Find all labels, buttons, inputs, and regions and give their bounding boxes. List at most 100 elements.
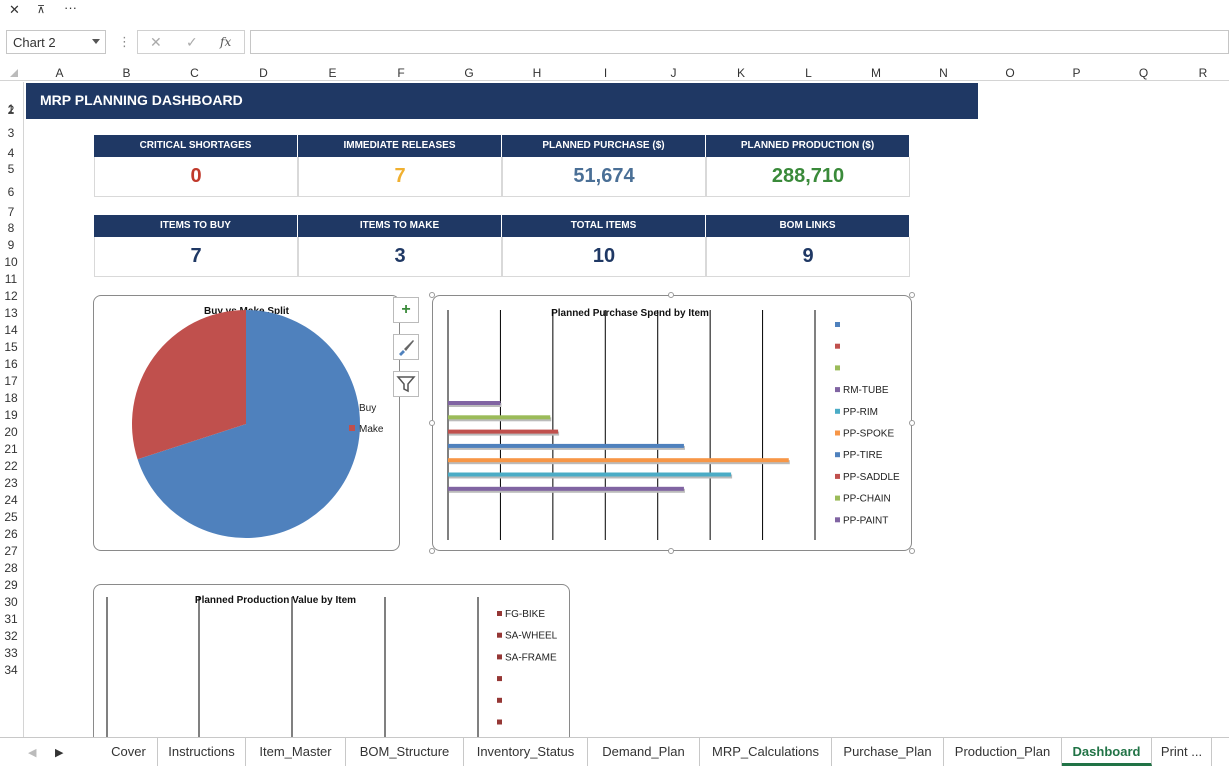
resize-handle[interactable]: [668, 292, 674, 298]
sheet-tab[interactable]: MRP_Calculations: [700, 738, 832, 766]
row-header[interactable]: 4: [7, 146, 15, 160]
column-header[interactable]: B: [122, 66, 131, 80]
row-header[interactable]: 22: [4, 459, 18, 473]
bar-chart-purchase-spend[interactable]: Planned Purchase Spend by Item RM-TUBE PP…: [432, 295, 912, 551]
row-header[interactable]: 13: [4, 306, 18, 320]
sheet-tab[interactable]: Dashboard: [1062, 738, 1152, 766]
brush-icon[interactable]: [393, 334, 419, 360]
column-header[interactable]: K: [736, 66, 745, 80]
row-header[interactable]: 20: [4, 425, 18, 439]
row-header[interactable]: 5: [7, 162, 15, 176]
sheet-tab[interactable]: Inventory_Status: [464, 738, 588, 766]
kpi-label: TOTAL ITEMS: [502, 215, 706, 237]
column-header[interactable]: A: [55, 66, 64, 80]
row-header[interactable]: 18: [4, 391, 18, 405]
row-header[interactable]: 17: [4, 374, 18, 388]
row-header[interactable]: 11: [4, 272, 18, 286]
next-sheet-icon[interactable]: ▶: [55, 747, 64, 759]
formula-input[interactable]: [250, 30, 1229, 54]
sheet-tab[interactable]: Print ...: [1152, 738, 1212, 766]
bar[interactable]: [448, 415, 551, 420]
column-header[interactable]: N: [939, 66, 948, 80]
bar[interactable]: [448, 401, 501, 405]
row-header[interactable]: 9: [7, 238, 15, 252]
column-header[interactable]: O: [1005, 66, 1015, 80]
select-all-icon[interactable]: [10, 69, 18, 77]
row-header[interactable]: 8: [7, 221, 15, 235]
sheet-tab[interactable]: Demand_Plan: [588, 738, 700, 766]
row-header[interactable]: 12: [4, 289, 18, 303]
sheet-tab[interactable]: Purchase_Plan: [832, 738, 944, 766]
row-header[interactable]: 16: [4, 357, 18, 371]
column-header[interactable]: F: [397, 66, 405, 80]
bar[interactable]: [448, 443, 684, 448]
resize-handle[interactable]: [429, 420, 435, 426]
resize-handle[interactable]: [909, 548, 915, 554]
row-header[interactable]: 32: [4, 629, 18, 643]
row-header[interactable]: 21: [4, 442, 18, 456]
column-header[interactable]: P: [1072, 66, 1081, 80]
column-header[interactable]: R: [1198, 66, 1208, 80]
bar[interactable]: [448, 458, 789, 463]
row-header[interactable]: 14: [4, 323, 18, 337]
column-header[interactable]: I: [603, 66, 608, 80]
column-header[interactable]: Q: [1138, 66, 1149, 80]
sheet-tab[interactable]: Cover: [100, 738, 158, 766]
column-header[interactable]: L: [805, 66, 812, 80]
row-header[interactable]: 25: [4, 510, 18, 524]
row-header[interactable]: 2: [7, 103, 15, 117]
column-header[interactable]: H: [532, 66, 542, 80]
row-header[interactable]: 28: [4, 561, 18, 575]
sheet-tab[interactable]: Production_Plan: [944, 738, 1062, 766]
filter-icon[interactable]: [393, 371, 419, 397]
resize-handle[interactable]: [429, 292, 435, 298]
column-header[interactable]: D: [259, 66, 268, 80]
sheet-tab[interactable]: BOM_Structure: [346, 738, 464, 766]
row-header[interactable]: 29: [4, 578, 18, 592]
column-header[interactable]: M: [871, 66, 881, 80]
row-header[interactable]: 19: [4, 408, 18, 422]
name-box[interactable]: Chart 2: [6, 30, 106, 54]
bar[interactable]: [448, 486, 684, 491]
row-header[interactable]: 34: [4, 663, 18, 677]
row-header[interactable]: 33: [4, 646, 18, 660]
column-header[interactable]: G: [464, 66, 474, 80]
bar-chart-production-value[interactable]: Planned Production Value by Item FG-BIKE…: [93, 584, 570, 754]
prev-sheet-icon[interactable]: ◀: [28, 747, 37, 759]
pie-slice-make[interactable]: [131, 310, 246, 460]
row-header[interactable]: 24: [4, 493, 18, 507]
legend-label: PP-TIRE: [843, 450, 883, 461]
row-header[interactable]: 1: [7, 102, 15, 116]
chevron-down-icon[interactable]: [92, 39, 100, 44]
pin-icon[interactable]: ⊼: [37, 4, 46, 16]
row-header[interactable]: 10: [4, 255, 18, 269]
column-header[interactable]: C: [190, 66, 199, 80]
resize-handle[interactable]: [909, 420, 915, 426]
resize-handle[interactable]: [668, 548, 674, 554]
row-header[interactable]: 26: [4, 527, 18, 541]
cancel-icon[interactable]: ✕: [150, 34, 162, 50]
column-header[interactable]: J: [670, 66, 677, 80]
bar[interactable]: [448, 429, 559, 434]
more-icon[interactable]: ···: [64, 0, 77, 15]
row-header[interactable]: 7: [7, 205, 15, 219]
row-header[interactable]: 3: [7, 126, 15, 140]
row-header[interactable]: 30: [4, 595, 18, 609]
fx-icon[interactable]: fx: [220, 35, 232, 49]
resize-handle[interactable]: [429, 548, 435, 554]
sheet-tab[interactable]: Instructions: [158, 738, 246, 766]
add-chart-element-button[interactable]: +: [393, 297, 419, 323]
sheet-tab[interactable]: Item_Master: [246, 738, 346, 766]
row-header[interactable]: 23: [4, 476, 18, 490]
column-header[interactable]: E: [328, 66, 337, 80]
row-header[interactable]: 31: [4, 612, 18, 626]
pie-slice-buy[interactable]: [137, 310, 360, 538]
row-header[interactable]: 27: [4, 544, 18, 558]
row-header[interactable]: 6: [7, 185, 15, 199]
row-header[interactable]: 15: [4, 340, 18, 354]
enter-icon[interactable]: ✓: [186, 34, 198, 50]
resize-handle[interactable]: [909, 292, 915, 298]
close-icon[interactable]: ✕: [9, 2, 20, 17]
bar[interactable]: [448, 472, 732, 477]
